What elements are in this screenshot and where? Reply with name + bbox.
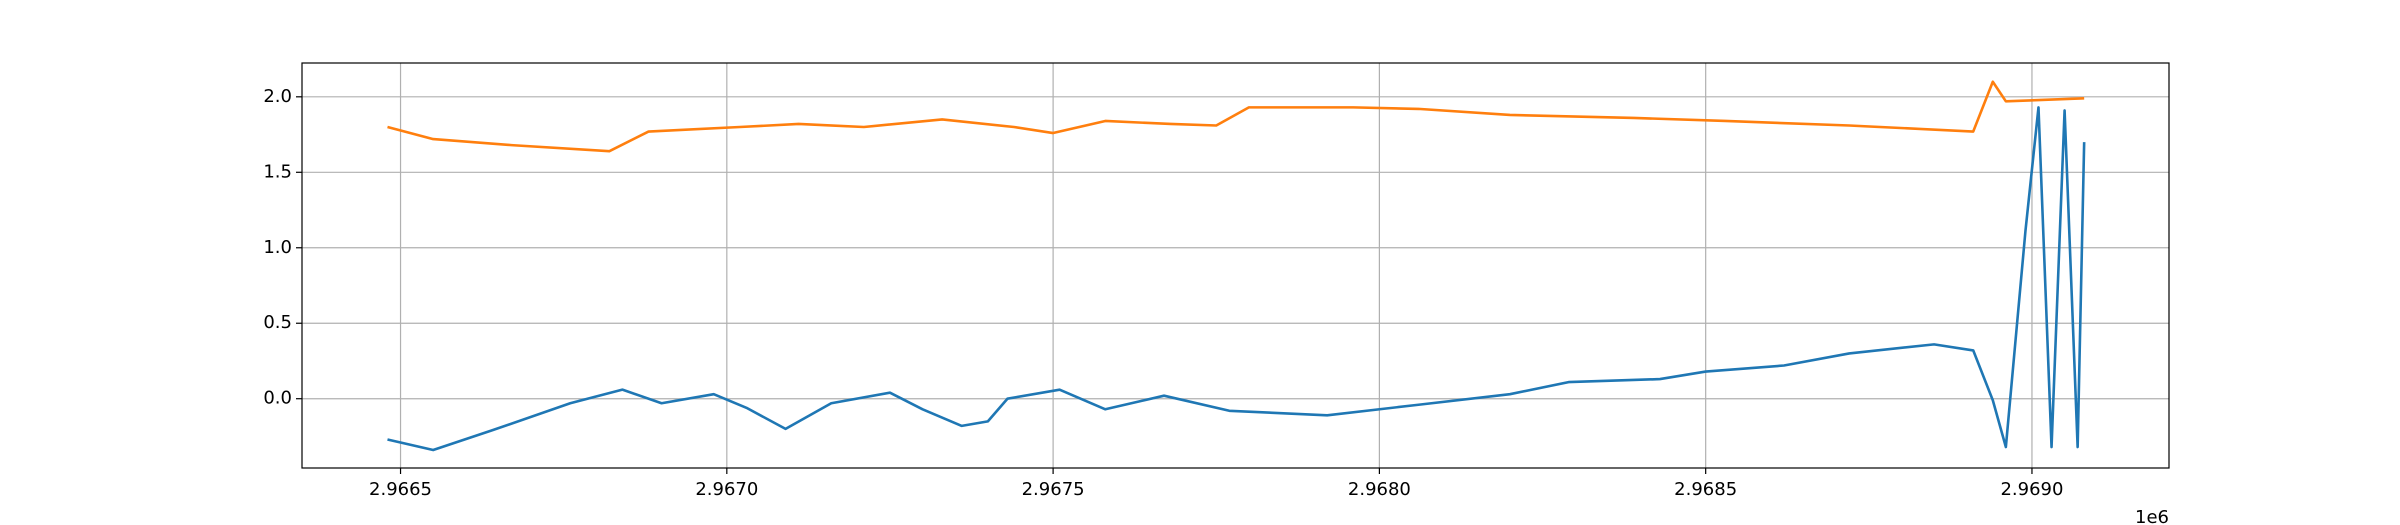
x-tick-label: 2.9690 — [2000, 479, 2063, 500]
y-tick-label: 1.5 — [263, 161, 292, 182]
x-tick-label: 2.9670 — [695, 479, 758, 500]
x-tick-label: 2.9675 — [1022, 479, 1085, 500]
line-series — [387, 80, 2085, 153]
y-tick-label: 2.0 — [263, 86, 292, 107]
x-tick-label: 2.9680 — [1348, 479, 1411, 500]
y-tick-label: 1.0 — [263, 237, 292, 258]
line-series — [387, 106, 2086, 452]
plot-frame — [301, 62, 2170, 469]
x-offset-label: 1e6 — [2135, 507, 2169, 525]
x-tick-label: 2.9685 — [1674, 479, 1737, 500]
y-tick-label: 0.0 — [263, 388, 292, 409]
y-tick-label: 0.5 — [263, 312, 292, 333]
x-tick-label: 2.9665 — [369, 479, 432, 500]
